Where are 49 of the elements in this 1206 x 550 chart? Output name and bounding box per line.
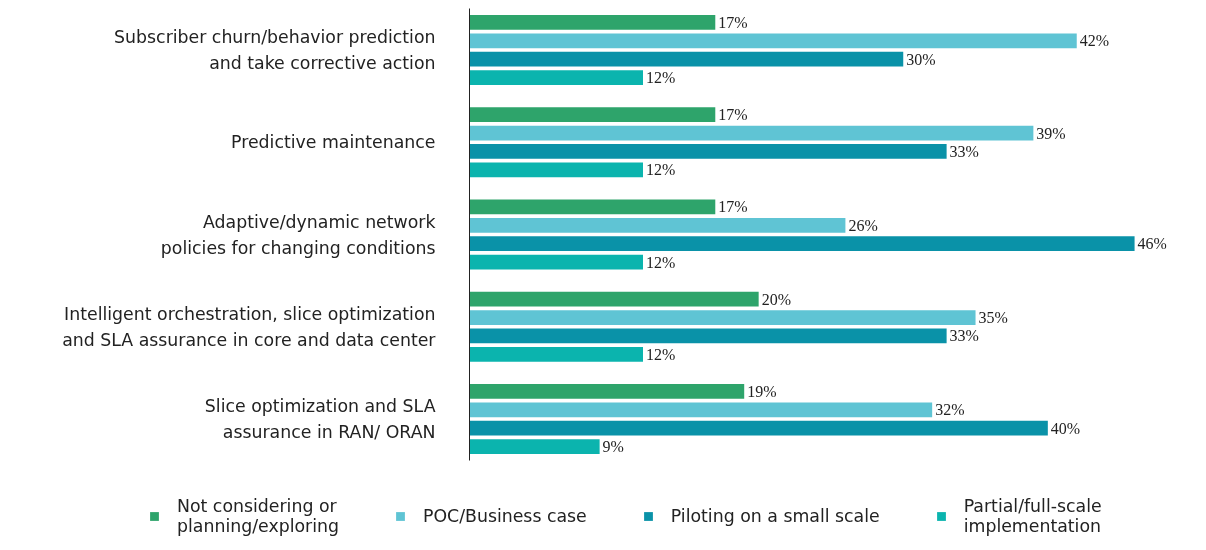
bar — [469, 14, 716, 30]
data-label: 46% — [1137, 235, 1167, 253]
data-label: 33% — [949, 142, 979, 160]
data-label: 40% — [1050, 419, 1081, 437]
y-tick-label: Predictive maintenance — [231, 132, 436, 153]
bar — [469, 420, 1048, 436]
legend-label: Not considering or planning/exploring — [177, 496, 339, 536]
data-label: 19% — [747, 382, 777, 400]
data-label: 9% — [602, 438, 624, 456]
data-label: 17% — [718, 198, 748, 216]
data-label: 26% — [848, 216, 878, 234]
bar — [469, 162, 643, 178]
bar — [469, 144, 947, 159]
bar — [469, 310, 976, 325]
bar — [469, 291, 759, 307]
data-label: 42% — [1079, 32, 1110, 50]
data-label: 12% — [646, 161, 676, 179]
data-label: 32% — [935, 401, 965, 419]
legend-label: Partial/full-scale implementation — [963, 496, 1102, 536]
bar — [469, 402, 933, 418]
bar — [469, 439, 600, 455]
bar — [469, 70, 643, 86]
data-label: 17% — [718, 13, 748, 31]
data-label: 12% — [646, 345, 676, 363]
bar — [469, 347, 643, 362]
bar — [469, 236, 1135, 252]
bar — [469, 217, 846, 233]
y-tick-label: Adaptive/dynamic network policies for changing conditions — [160, 211, 436, 258]
data-label: 39% — [1036, 124, 1066, 142]
y-tick-label: Slice optimization and SLA assurance in RAN/ ORAN — [204, 395, 436, 442]
data-label: 33% — [949, 327, 979, 345]
bar — [469, 328, 947, 344]
bar — [469, 125, 1034, 141]
data-label: 17% — [718, 106, 748, 124]
data-label: 12% — [646, 69, 676, 87]
legend-label: POC/Business case — [422, 506, 587, 526]
data-label: 20% — [761, 290, 791, 308]
data-label: 30% — [906, 50, 936, 68]
bar — [469, 51, 904, 67]
y-tick-label: Intelligent orchestration, slice optimization and SLA assurance in core and data center — [62, 303, 437, 350]
bar — [469, 199, 716, 215]
bar — [469, 107, 716, 122]
bar — [469, 383, 745, 399]
y-tick-label: Subscriber churn/behavior prediction and take corrective action — [114, 27, 436, 74]
data-label: 35% — [978, 309, 1008, 327]
legend-label: Piloting on a small scale — [670, 506, 880, 526]
bar — [469, 33, 1077, 49]
bar — [469, 254, 643, 270]
data-label: 12% — [646, 253, 676, 271]
